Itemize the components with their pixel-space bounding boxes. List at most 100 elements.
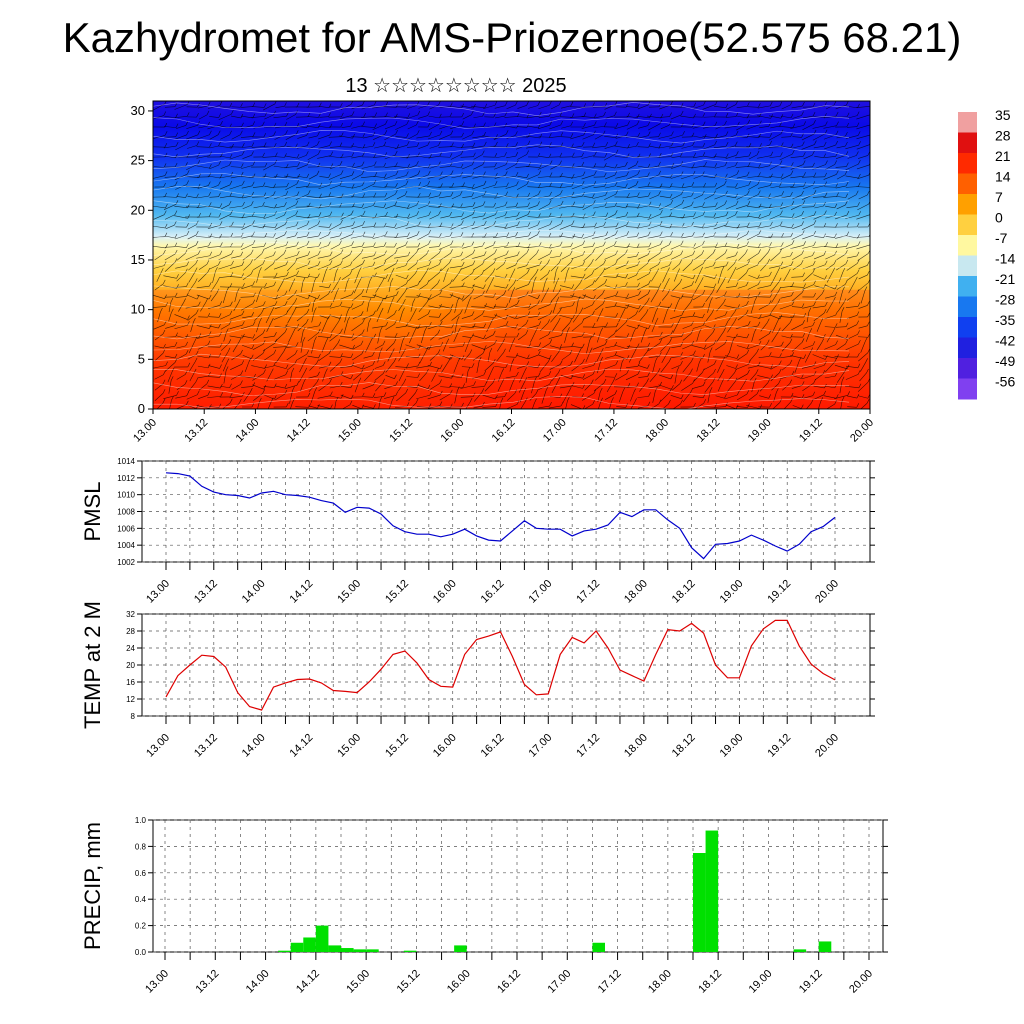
x-tick-label: 18.12 — [670, 578, 698, 606]
y-tick-label: 20 — [126, 661, 135, 670]
colorbar-segment — [958, 214, 977, 236]
colorbar-label: 14 — [995, 169, 1011, 185]
precip-bar — [693, 853, 706, 952]
x-tick-label: 16.00 — [431, 732, 459, 760]
x-tick-label: 13.00 — [144, 732, 172, 760]
temp-panel: 8 12 16 20 24 28 32 13.00 13.12 14.00 14.12 15.00 15… — [80, 601, 875, 760]
x-tick-label: 20.00 — [813, 732, 841, 760]
colorbar-label: 28 — [995, 128, 1011, 144]
colorbar-label: 0 — [995, 210, 1003, 226]
x-tick-label: 17.12 — [596, 968, 624, 996]
x-tick-label: 16.12 — [479, 578, 507, 606]
y-tick-label: 1010 — [117, 491, 135, 500]
y-tick-label: 1006 — [117, 524, 135, 533]
colorbar-segment — [958, 194, 977, 215]
heatmap-x-label: 16.00 — [438, 417, 466, 445]
chart-subtitle: 13 ☆☆☆☆☆☆☆☆ 2025 — [345, 75, 567, 97]
x-tick-label: 16.12 — [495, 968, 523, 996]
x-tick-label: 17.00 — [526, 732, 554, 760]
colorbar-segment — [958, 276, 977, 297]
y-tick-label: 0.0 — [135, 948, 147, 957]
y-tick-label: 0.2 — [135, 922, 147, 931]
y-tick-label: 5 — [138, 351, 145, 366]
colorbar-segment — [958, 153, 977, 174]
x-tick-label: 18.12 — [696, 968, 724, 996]
x-tick-label: 17.00 — [526, 578, 554, 606]
heatmap-x-label: 18.12 — [695, 417, 723, 445]
precip-bar — [705, 830, 719, 952]
precip-bar — [328, 945, 341, 952]
y-tick-label: 1008 — [117, 508, 135, 517]
x-tick-label: 16.12 — [479, 732, 507, 760]
precip-bar — [454, 945, 467, 952]
y-tick-label: 28 — [126, 627, 135, 636]
x-tick-label: 19.12 — [797, 968, 825, 996]
x-tick-label: 17.00 — [545, 968, 573, 996]
colorbar-label: -7 — [995, 230, 1008, 246]
heatmap-x-label: 16.12 — [490, 417, 518, 445]
x-tick-label: 14.12 — [288, 578, 316, 606]
precip-bar — [278, 950, 291, 952]
x-tick-label: 19.00 — [747, 968, 775, 996]
wind-barbs — [153, 101, 870, 409]
pmsl-panel: 1002 1004 1006 1008 1010 1012 1014 13.00 13.12 14… — [80, 457, 875, 606]
heatmap-x-label: 17.12 — [592, 417, 620, 445]
heatmap-x-label: 13.00 — [131, 417, 159, 445]
x-tick-label: 18.12 — [670, 732, 698, 760]
y-tick-label: 1002 — [117, 558, 135, 567]
colorbar-segment — [958, 112, 977, 133]
colorbar-label: -21 — [995, 271, 1015, 287]
precip-bar — [303, 937, 316, 952]
colorbar-label: -14 — [995, 251, 1015, 267]
y-tick-label: 25 — [131, 153, 145, 168]
heatmap-x-label: 19.12 — [797, 417, 825, 445]
y-tick-label: 10 — [131, 302, 145, 317]
x-tick-label: 15.12 — [395, 968, 423, 996]
x-tick-label: 19.00 — [718, 578, 746, 606]
y-tick-label: 0.6 — [135, 869, 147, 878]
colorbar-segment — [958, 173, 977, 195]
precip-bar — [818, 941, 832, 952]
precip-bar — [592, 942, 605, 952]
x-tick-label: 14.00 — [244, 968, 272, 996]
colorbar-segment — [958, 378, 977, 400]
colorbar-segment — [958, 296, 977, 318]
colorbar-segment — [958, 255, 977, 277]
pmsl-panel-ylabel: PMSL — [80, 482, 105, 542]
colorbar-label: -28 — [995, 292, 1015, 308]
y-tick-label: 0 — [138, 401, 145, 416]
x-tick-label: 16.00 — [431, 578, 459, 606]
x-tick-label: 20.00 — [847, 968, 875, 996]
heatmap-x-label: 20.00 — [848, 417, 876, 445]
x-tick-label: 13.00 — [144, 578, 172, 606]
colorbar-label: -56 — [995, 374, 1015, 390]
colorbar-segment — [958, 358, 977, 379]
heatmap-x-label: 18.00 — [643, 417, 671, 445]
x-tick-label: 14.12 — [288, 732, 316, 760]
colorbar-label: 7 — [995, 189, 1003, 205]
y-tick-label: 0.8 — [135, 842, 147, 851]
heatmap-x-label: 15.12 — [387, 417, 415, 445]
x-tick-label: 15.00 — [344, 968, 372, 996]
y-tick-label: 12 — [126, 695, 135, 704]
heatmap-x-label: 15.00 — [336, 417, 364, 445]
heatmap-x-label: 13.12 — [182, 417, 210, 445]
colorbar-segment — [958, 317, 977, 338]
heatmap-x-label: 17.00 — [541, 417, 569, 445]
isotherm-contours — [153, 102, 850, 409]
y-tick-label: 32 — [126, 610, 135, 619]
heatmap-x-label: 19.00 — [746, 417, 774, 445]
x-tick-label: 14.00 — [240, 732, 268, 760]
heatmap-x-label: 14.00 — [234, 417, 262, 445]
heatmap-x-label: 14.12 — [285, 417, 313, 445]
x-tick-label: 15.12 — [383, 732, 411, 760]
y-tick-label: 0.4 — [135, 895, 147, 904]
colorbar-segment — [958, 235, 977, 256]
x-tick-label: 15.00 — [335, 732, 363, 760]
colorbar-label: -42 — [995, 333, 1015, 349]
x-tick-label: 17.12 — [574, 732, 602, 760]
x-tick-label: 18.00 — [622, 732, 650, 760]
x-tick-label: 19.12 — [765, 732, 793, 760]
y-tick-label: 24 — [126, 644, 135, 653]
